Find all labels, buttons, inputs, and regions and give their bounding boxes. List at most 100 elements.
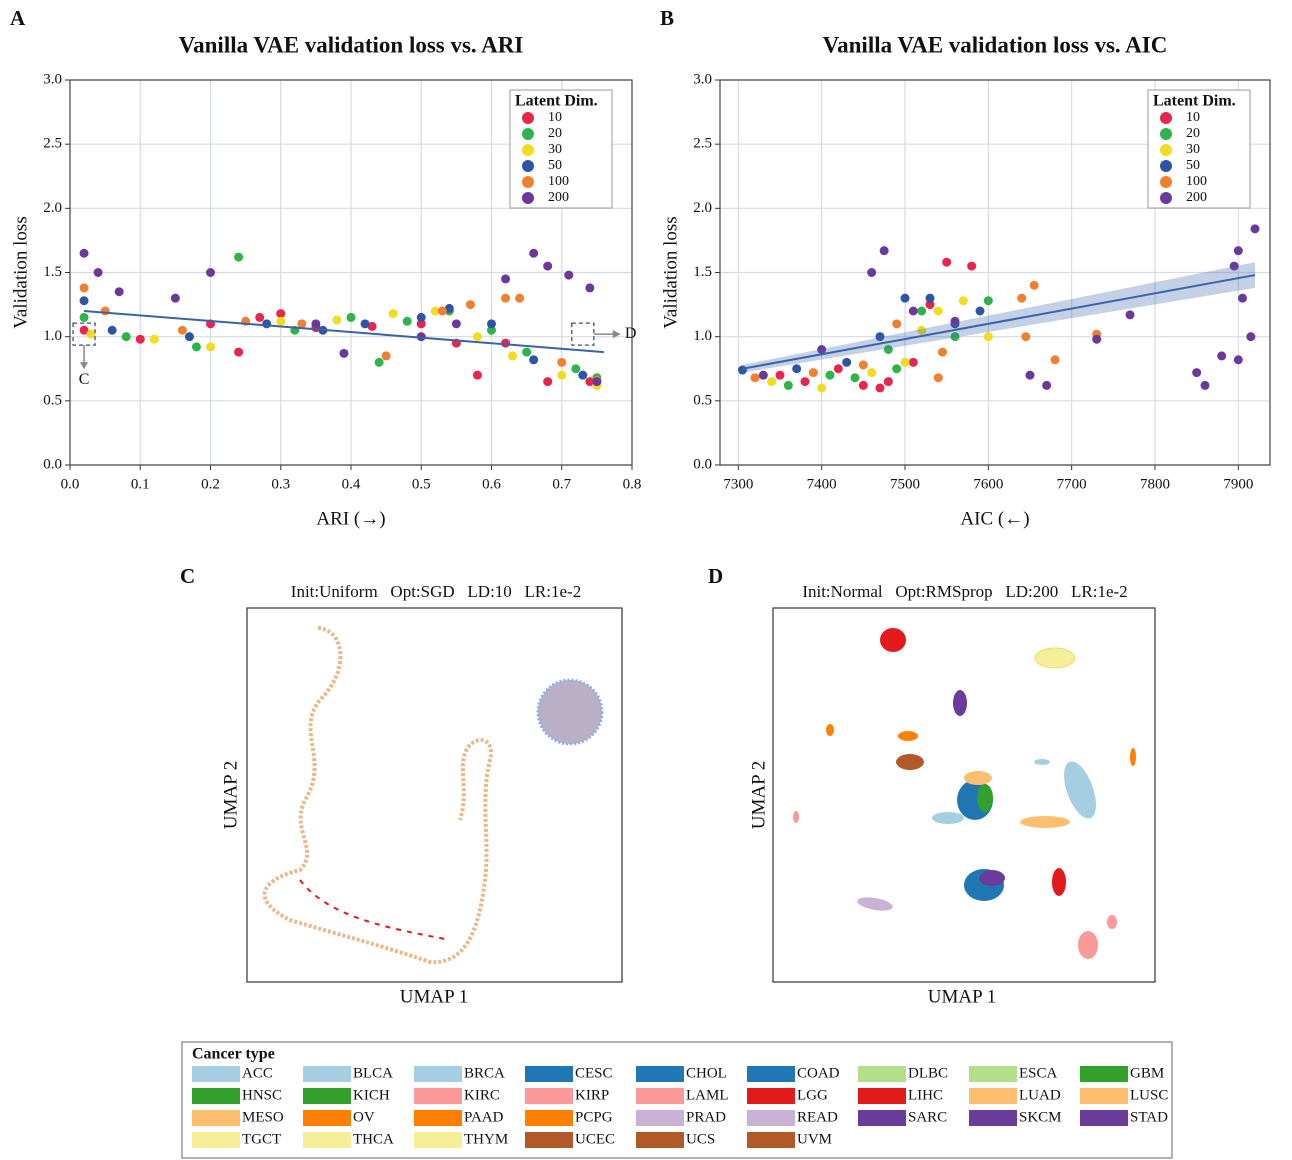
cancer-legend-swatch xyxy=(525,1110,573,1126)
annotation-arrowhead xyxy=(80,362,89,370)
data-point xyxy=(79,283,89,293)
data-point xyxy=(297,319,307,329)
cancer-legend-label: THCA xyxy=(353,1131,394,1147)
data-point xyxy=(472,370,482,380)
cancer-legend-swatch xyxy=(969,1066,1017,1082)
data-point xyxy=(1192,368,1202,378)
data-point xyxy=(501,293,511,303)
cancer-legend-swatch xyxy=(192,1132,240,1148)
trend-line xyxy=(742,274,1256,370)
annotation-box xyxy=(72,322,96,346)
data-point xyxy=(522,347,532,357)
cancer-legend-title: Cancer type xyxy=(192,1046,275,1063)
data-point xyxy=(1050,355,1060,365)
cancer-legend-label: THYM xyxy=(464,1131,508,1147)
umap-cluster xyxy=(880,628,906,652)
umap-cluster xyxy=(1107,915,1117,929)
data-point xyxy=(879,246,889,256)
data-point xyxy=(472,332,482,342)
data-point xyxy=(107,325,117,335)
legend-marker xyxy=(522,176,534,188)
trend-line xyxy=(83,310,604,354)
cancer-legend-swatch xyxy=(414,1066,462,1082)
data-point xyxy=(1029,280,1039,290)
umap-subtitle: Init:Uniform Opt:SGD LD:10 LR:1e-2 xyxy=(291,582,581,601)
data-point xyxy=(958,296,968,306)
data-point xyxy=(374,357,384,367)
umap-cluster xyxy=(1020,816,1070,828)
cancer-legend-swatch xyxy=(303,1088,351,1104)
umap-cluster xyxy=(1052,868,1066,896)
cancer-legend-swatch xyxy=(303,1132,351,1148)
y-tick-label: 1.5 xyxy=(43,264,62,280)
x-tick-label: 0.6 xyxy=(482,476,501,492)
chart-title: Vanilla VAE validation loss vs. AIC xyxy=(823,32,1168,57)
data-point xyxy=(170,293,180,303)
data-point xyxy=(975,306,985,316)
cancer-legend-swatch xyxy=(192,1110,240,1126)
cancer-legend-swatch xyxy=(747,1088,795,1104)
cancer-legend-label: TGCT xyxy=(242,1131,281,1147)
cancer-legend-swatch xyxy=(303,1110,351,1126)
umap-clusters xyxy=(793,628,1136,959)
cancer-legend-label: KIRP xyxy=(575,1087,609,1103)
data-point xyxy=(900,293,910,303)
x-tick-label: 0.7 xyxy=(552,476,571,492)
data-point xyxy=(585,283,595,293)
legend-label: 20 xyxy=(548,126,562,141)
legend-marker xyxy=(522,128,534,140)
data-point xyxy=(262,319,272,329)
data-point xyxy=(402,316,412,326)
data-point xyxy=(925,293,935,303)
x-tick-label: 0.2 xyxy=(201,476,220,492)
data-point xyxy=(451,319,461,329)
cancer-legend-swatch xyxy=(969,1110,1017,1126)
data-point xyxy=(858,380,868,390)
data-point xyxy=(276,316,286,326)
umap-cluster xyxy=(536,678,604,746)
data-point xyxy=(416,319,426,329)
x-tick-label: 0.5 xyxy=(412,476,431,492)
panel-letter: A xyxy=(10,6,26,30)
data-point xyxy=(942,257,952,267)
umap-frame xyxy=(772,607,1156,983)
umap-cluster xyxy=(898,731,918,741)
cancer-legend-label: PAAD xyxy=(464,1109,504,1125)
umap-cluster xyxy=(964,771,992,785)
data-point xyxy=(875,332,885,342)
x-tick-label: 0.1 xyxy=(131,476,150,492)
legend-marker xyxy=(1160,112,1172,124)
umap-cluster xyxy=(932,812,964,824)
data-point xyxy=(875,383,885,393)
data-point xyxy=(381,351,391,361)
cancer-legend-label: BRCA xyxy=(464,1065,505,1081)
y-tick-label: 3.0 xyxy=(43,71,62,87)
data-point xyxy=(800,377,810,387)
cancer-legend-label: DLBC xyxy=(908,1065,948,1081)
data-point xyxy=(817,345,827,354)
data-point xyxy=(332,315,342,325)
data-point xyxy=(564,270,574,280)
data-point xyxy=(1021,332,1031,342)
data-point xyxy=(1042,380,1052,390)
y-tick-label: 1.0 xyxy=(693,328,712,344)
cancer-legend-label: PCPG xyxy=(575,1109,613,1125)
legend-marker xyxy=(522,112,534,124)
data-point xyxy=(775,370,785,380)
y-axis-label: Validation loss xyxy=(10,216,31,328)
umap-cluster xyxy=(1078,931,1098,959)
data-point xyxy=(883,345,893,354)
y-tick-label: 2.0 xyxy=(43,200,62,216)
cancer-legend-swatch xyxy=(192,1066,240,1082)
data-point xyxy=(1217,351,1227,361)
umap-cluster xyxy=(793,811,799,823)
umap-cluster xyxy=(1034,647,1076,669)
cancer-legend-label: SKCM xyxy=(1019,1109,1062,1125)
cancer-legend-label: LIHC xyxy=(908,1087,943,1103)
legend-label: 30 xyxy=(548,142,562,157)
annotation-label: C xyxy=(79,371,90,388)
cancer-legend-label: READ xyxy=(797,1109,838,1125)
data-point xyxy=(1025,370,1035,380)
data-point xyxy=(925,300,935,310)
